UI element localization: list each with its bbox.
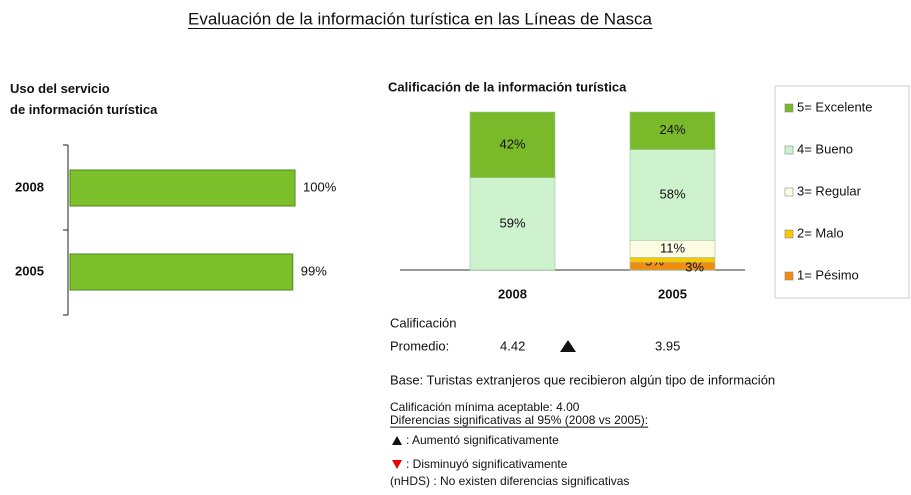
bar-segment (629, 149, 716, 241)
note: Calificación mínima aceptable: 4.00 (390, 400, 580, 414)
data-label: 99% (301, 263, 327, 278)
average-label: Calificación (390, 315, 456, 330)
data-label: 59% (499, 215, 525, 230)
data-label: 11% (660, 240, 685, 255)
legend-swatch (784, 145, 794, 155)
down-icon (392, 460, 402, 469)
category-label: 2008 (498, 286, 527, 301)
legend-swatch (784, 271, 794, 281)
chart-title: Calificación de la información turística (388, 79, 627, 94)
average-value: 4.42 (500, 338, 525, 353)
note: Base: Turistas extranjeros que recibiero… (390, 372, 775, 387)
legend-swatch (784, 103, 794, 113)
note: : Aumentó significativamente (406, 433, 559, 447)
data-label: 24% (659, 122, 685, 137)
increase-icon (560, 340, 576, 352)
legend-label: 4= Bueno (797, 141, 853, 156)
legend-swatch (784, 229, 794, 239)
bar (69, 253, 294, 291)
legend-box (774, 85, 910, 299)
note: (nHDS) : No existen diferencias signific… (390, 474, 629, 488)
bar-segment (469, 177, 556, 271)
chart-title: Uso del servicio de información turística (10, 81, 158, 117)
legend-label: 5= Excelente (797, 99, 873, 114)
bar (69, 169, 296, 207)
data-label: 58% (659, 186, 685, 201)
average-value: 3.95 (655, 338, 680, 353)
average-label: Promedio: (390, 338, 449, 353)
legend-label: 3= Regular (797, 183, 862, 198)
category-label: 2005 (15, 263, 44, 278)
page-title: Evaluación de la información turística e… (188, 9, 653, 28)
legend-label: 1= Pésimo (797, 267, 859, 282)
data-label: 3% (685, 259, 704, 274)
category-label: 2008 (15, 179, 44, 194)
note: : Disminuyó significativamente (406, 457, 568, 471)
data-label: 100% (303, 179, 337, 194)
legend-label: 2= Malo (797, 225, 844, 240)
note: Diferencias significativas al 95% (2008 … (390, 413, 648, 427)
data-label: 42% (499, 136, 525, 151)
bar-segment (629, 111, 716, 150)
up-icon (392, 436, 402, 445)
legend-swatch (784, 187, 794, 197)
bar-segment (469, 111, 556, 179)
category-label: 2005 (658, 286, 687, 301)
